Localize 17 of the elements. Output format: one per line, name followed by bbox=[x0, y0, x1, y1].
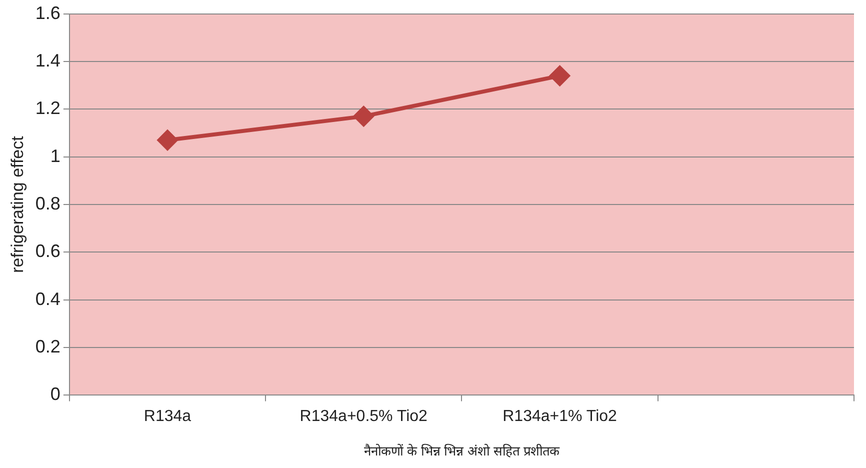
point bbox=[157, 130, 178, 150]
x-axis-title: नैनोकणों के भिन्न भिन्न अंशो सहित प्रशीतक bbox=[364, 444, 561, 460]
point bbox=[354, 106, 374, 126]
x-tick-label: R134a bbox=[144, 408, 192, 426]
y-tick-label: 1.4 bbox=[35, 50, 60, 70]
y-axis-title: refrigerating effect bbox=[8, 136, 27, 273]
y-tick-label: 1 bbox=[50, 146, 60, 166]
x-tick-label: R134a+1% Tio2 bbox=[502, 408, 618, 426]
y-tick-label: 1.2 bbox=[35, 98, 60, 118]
point bbox=[550, 66, 570, 86]
y-tick-label: 1.6 bbox=[35, 2, 60, 23]
y-tick-label: 0.4 bbox=[35, 288, 60, 309]
y-tick-label: 0.6 bbox=[35, 241, 60, 262]
y-tick-label: 0.8 bbox=[35, 193, 60, 214]
x-tick-label: R134a+0.5% Tio2 bbox=[300, 408, 428, 426]
y-tick-label: 0.2 bbox=[35, 336, 60, 356]
y-tick-label: 0 bbox=[50, 384, 60, 404]
